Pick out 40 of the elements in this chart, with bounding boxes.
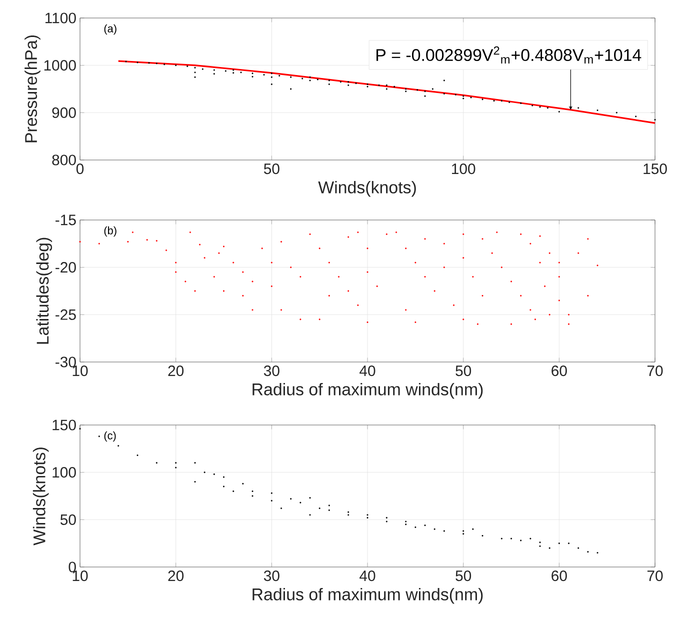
x-tick-label: 20 [168, 570, 184, 582]
x-tick-label: 50 [264, 164, 280, 174]
y-tick-label: 100 [52, 467, 76, 478]
x-axis-title: Radius of maximum winds(nm) [252, 588, 483, 604]
x-tick-label: 40 [360, 570, 376, 582]
y-tick-label: -25 [56, 309, 76, 320]
y-axis-title: Winds(knots) [32, 448, 49, 546]
y-axis-title: Latitudes(deg) [36, 238, 52, 344]
x-tick-label: 60 [552, 366, 567, 376]
y-tick-label: 1100 [45, 12, 76, 24]
y-tick-label: 800 [52, 154, 76, 166]
y-tick-label: 900 [52, 107, 76, 118]
x-tick-label: 40 [360, 366, 376, 376]
y-tick-label: -30 [56, 356, 76, 368]
y-tick-label: -15 [56, 214, 76, 226]
y-axis-title: Pressure(hPa) [24, 35, 40, 142]
x-axis-title: Radius of maximum winds(nm) [252, 382, 483, 399]
x-tick-label: 50 [456, 570, 472, 582]
y-tick-label: 50 [60, 514, 76, 525]
annotation: P = -0.002899V$^{2}$$_{m}$+0.4808V$_{m}$+1014 [376, 46, 642, 64]
y-tick-label: 0 [68, 562, 76, 572]
y-tick-label: 150 [52, 420, 76, 430]
x-tick-label: 70 [647, 366, 663, 376]
x-tick-label: 150 [644, 164, 667, 174]
y-tick-label: -20 [56, 262, 76, 273]
x-tick-label: 20 [168, 366, 184, 376]
annotation: (a) [104, 24, 116, 35]
x-tick-label: 60 [552, 570, 567, 582]
annotation: (b) [104, 226, 116, 237]
x-tick-label: 30 [264, 366, 280, 376]
x-tick-label: 0 [76, 164, 84, 174]
x-tick-label: 10 [72, 570, 88, 582]
x-axis-title: Winds(knots) [318, 180, 416, 197]
x-tick-label: 10 [72, 366, 88, 376]
x-tick-label: 70 [647, 570, 663, 582]
x-tick-label: 50 [456, 366, 472, 376]
annotation: (c) [104, 431, 116, 442]
y-tick-label: 1000 [44, 60, 76, 71]
x-tick-label: 30 [264, 570, 280, 582]
x-tick-label: 100 [452, 164, 476, 174]
